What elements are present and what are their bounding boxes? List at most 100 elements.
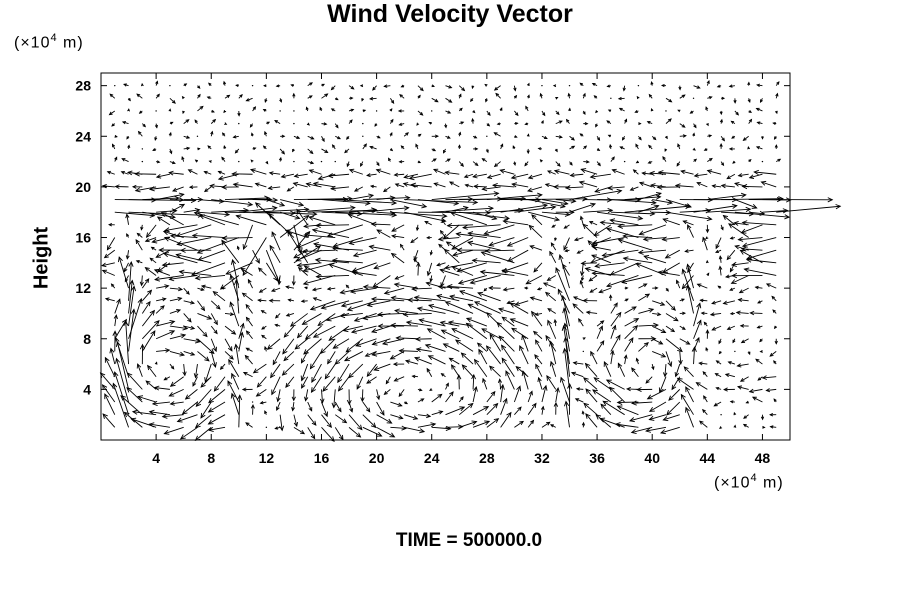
vector-arrow <box>307 135 314 140</box>
vector-arrow <box>156 349 170 352</box>
vector-arrowhead <box>745 257 752 263</box>
vector-arrow <box>279 414 283 431</box>
vector-arrow <box>433 169 446 175</box>
vector-arrowhead <box>421 203 428 209</box>
vector-arrowhead <box>213 385 220 392</box>
vector-arrow <box>702 371 708 378</box>
vector-arrow <box>155 330 175 340</box>
vector-arrowhead <box>618 107 623 112</box>
vector-arrow <box>208 401 226 413</box>
vector-arrowhead <box>196 248 203 254</box>
vector-arrowhead <box>326 286 332 291</box>
vector-arrowhead <box>735 111 740 116</box>
vector-arrow <box>349 169 363 175</box>
vector-arrow <box>233 183 253 188</box>
vector-arrowhead <box>177 286 184 292</box>
vector-arrow <box>293 182 308 188</box>
y-unit-prefix: (×10 <box>14 34 51 52</box>
vector-arrowhead <box>660 301 666 306</box>
vector-dot <box>665 110 667 112</box>
vector-arrow <box>728 223 749 238</box>
vector-arrowhead <box>263 84 267 88</box>
vector-arrowhead <box>506 300 511 305</box>
vector-arrow <box>725 373 735 378</box>
vector-arrowhead <box>662 218 669 223</box>
vector-arrowhead <box>308 407 313 412</box>
vector-arrowhead <box>179 203 186 209</box>
vector-arrowhead <box>705 259 709 264</box>
vector-arrowhead <box>734 244 740 250</box>
vector-arrowhead <box>349 407 354 413</box>
vector-arrowhead <box>448 99 453 103</box>
vector-arrowhead <box>219 365 224 371</box>
vector-arrow <box>425 344 446 352</box>
vector-arrow <box>332 259 363 264</box>
vector-arrowhead <box>424 343 431 349</box>
vector-arrowhead <box>724 373 730 378</box>
vector-arrow <box>728 361 736 365</box>
y-tick-label: 8 <box>83 331 91 347</box>
vector-arrowhead <box>237 112 241 117</box>
vector-arrow <box>638 283 647 289</box>
vector-arrow <box>596 326 603 339</box>
vector-arrow <box>741 248 763 251</box>
vector-arrowhead <box>705 346 709 351</box>
vector-arrowhead <box>748 388 754 394</box>
vector-arrow <box>569 190 622 200</box>
vector-arrow <box>474 359 488 377</box>
vector-arrowhead <box>529 245 535 250</box>
vector-arrow <box>769 351 777 357</box>
vector-arrowhead <box>291 396 296 402</box>
vector-arrow <box>458 396 464 403</box>
vector-arrowhead <box>245 98 250 102</box>
vector-arrow <box>303 338 322 355</box>
vector-arrowhead <box>728 147 733 151</box>
vector-arrowhead <box>161 262 168 268</box>
vector-arrow <box>204 363 212 383</box>
vector-arrow <box>155 275 184 281</box>
vector-arrow <box>210 325 218 334</box>
vector-arrowhead <box>312 332 319 338</box>
vector-arrow <box>503 287 515 291</box>
vector-arrowhead <box>591 270 598 277</box>
vector-arrowhead <box>365 407 371 413</box>
vector-arrowhead <box>705 229 710 234</box>
vector-arrow <box>238 207 277 213</box>
vector-arrow <box>252 208 309 213</box>
vector-arrowhead <box>237 394 243 401</box>
vector-arrow <box>592 389 612 403</box>
vector-arrow <box>355 338 377 347</box>
vector-arrowhead <box>169 381 176 387</box>
vector-arrow <box>547 320 557 339</box>
vector-arrow <box>719 266 722 276</box>
vector-arrowhead <box>478 348 484 355</box>
vector-arrowhead <box>741 183 748 190</box>
vector-arrowhead <box>391 234 397 239</box>
vector-arrow <box>714 401 722 407</box>
vector-arrowhead <box>773 398 777 402</box>
vector-arrowhead <box>415 336 421 342</box>
vector-arrowhead <box>760 416 765 421</box>
vector-arrowhead <box>535 363 540 369</box>
vector-arrowhead <box>415 227 420 232</box>
vector-arrowhead <box>698 361 703 366</box>
vector-arrow <box>583 209 613 213</box>
vector-arrowhead <box>362 284 369 290</box>
vector-arrow <box>554 170 570 175</box>
vector-arrow <box>755 286 763 289</box>
vector-arrowhead <box>269 244 275 251</box>
vector-arrow <box>459 290 487 302</box>
vector-arrow <box>214 376 226 392</box>
vector-arrow <box>348 209 376 213</box>
vector-arrowhead <box>546 375 552 381</box>
vector-arrowhead <box>182 110 185 115</box>
vector-arrow <box>225 197 269 201</box>
vector-arrow <box>327 287 336 290</box>
vector-arrow <box>102 269 115 276</box>
vector-arrowhead <box>509 318 516 324</box>
vector-arrowhead <box>667 199 674 205</box>
vector-arrow <box>417 110 423 116</box>
vector-arrow <box>285 376 295 388</box>
vector-arrow <box>348 214 377 226</box>
vector-arrowhead <box>536 287 541 291</box>
